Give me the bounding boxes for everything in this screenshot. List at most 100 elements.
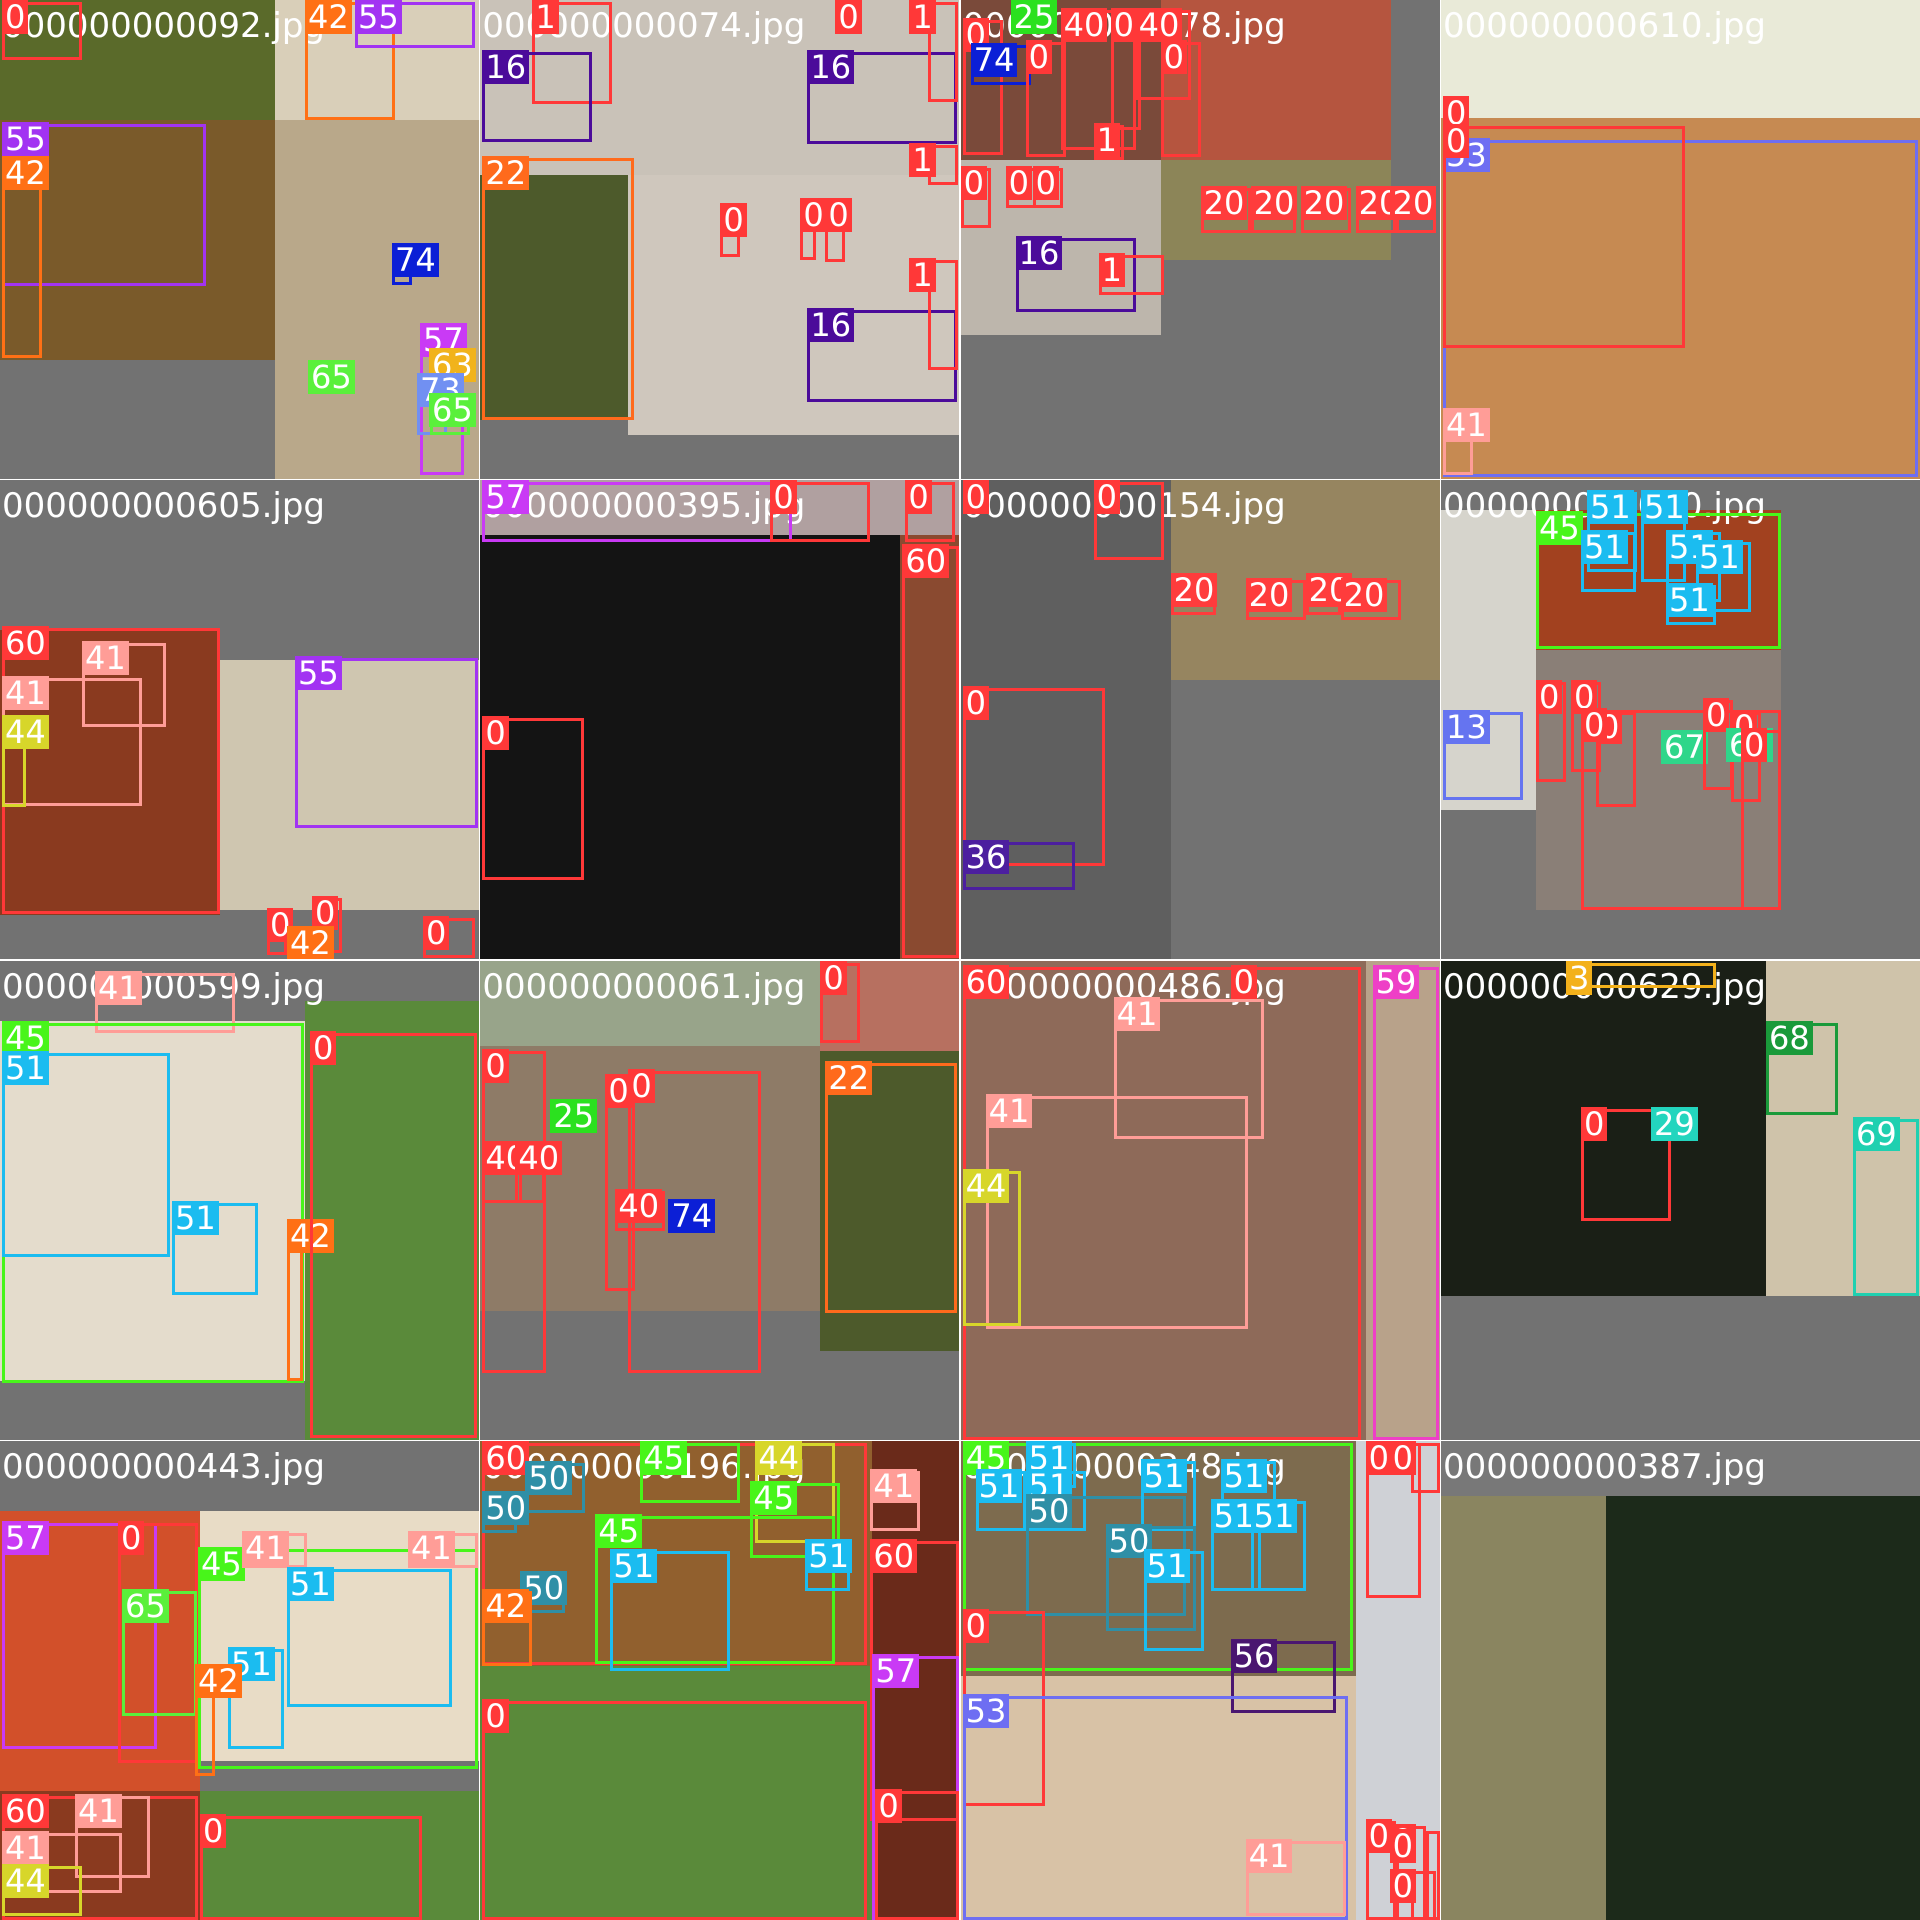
class-label: 0 <box>770 480 797 515</box>
class-label: 65 <box>308 360 355 394</box>
bounding-box <box>198 1548 478 1769</box>
mosaic-tile: 000000000154.jpg 0 0 20 20 20 20 0 36 <box>960 480 1440 960</box>
class-label: 0 <box>720 203 747 237</box>
class-label: 57 <box>2 1520 49 1555</box>
bounding-box <box>1230 1640 1336 1713</box>
class-label: 65 <box>122 1588 169 1623</box>
class-label: 0 <box>962 480 990 515</box>
mosaic-tile: 000000000074.jpg 0 1 16 16 1 22 1 0 0 0 16 1 <box>480 0 960 479</box>
class-label: 51 <box>1586 490 1634 525</box>
photo-region <box>480 960 821 1046</box>
tile-filename: 000000000610.jpg <box>1442 6 1766 46</box>
class-label: 44 <box>755 1440 803 1475</box>
class-label: 20 <box>1300 186 1348 220</box>
bounding-box <box>287 1568 452 1707</box>
class-label: 0 <box>1702 698 1730 733</box>
class-label: 1 <box>532 0 559 34</box>
mosaic-tile: 000000000196.jpg604544505045455042515141… <box>480 1440 960 1920</box>
mosaic-tile: 000000000061.jpg 0 25 0 0 40 40 40 74 0 22 <box>480 960 960 1440</box>
class-label: 0 <box>118 1520 145 1555</box>
class-label: 0 <box>1580 1106 1608 1141</box>
class-label: 45 <box>2 1020 49 1055</box>
photo-region <box>480 1665 873 1920</box>
class-label: 22 <box>825 1060 873 1095</box>
class-label: 20 <box>1245 578 1293 613</box>
class-label: 51 <box>1580 530 1628 565</box>
class-label: 0 <box>1580 708 1608 743</box>
class-label: 51 <box>172 1200 219 1235</box>
class-label: 0 <box>1032 166 1060 200</box>
class-label: 0 <box>1005 166 1033 200</box>
class-label: 55 <box>355 0 402 34</box>
class-label: 41 <box>870 1468 918 1503</box>
class-label: 65 <box>429 393 476 427</box>
class-label: 51 <box>975 1468 1023 1503</box>
bounding-box <box>610 1550 731 1671</box>
bounding-box <box>1580 1108 1671 1221</box>
mosaic-tile: 000000000605.jpg 60 41 41 44 55 0 0 42 0 <box>0 480 479 960</box>
class-label: 60 <box>2 1793 49 1828</box>
class-label: 51 <box>1250 1498 1298 1533</box>
class-label: 51 <box>1140 1458 1188 1493</box>
class-label: 74 <box>668 1198 716 1233</box>
bounding-box <box>310 1032 477 1438</box>
class-label: 0 <box>825 198 852 232</box>
class-label: 1 <box>909 258 936 292</box>
class-label: 41 <box>408 1530 455 1565</box>
class-label: 1 <box>909 0 936 34</box>
photo-region <box>0 1020 305 1381</box>
bounding-box <box>928 260 959 370</box>
class-label: 50 <box>1025 1493 1073 1528</box>
class-label: 16 <box>807 308 855 342</box>
photo-region <box>200 1790 479 1920</box>
class-label: 25 <box>1010 0 1058 34</box>
class-label: 51 <box>805 1538 853 1573</box>
mosaic-tile: 000000000486.jpg 60 41 41 44 59 0 <box>960 960 1440 1440</box>
class-label: 0 <box>1535 680 1563 715</box>
class-label: 45 <box>750 1480 798 1515</box>
bounding-box <box>1015 238 1136 312</box>
class-label: 51 <box>1143 1548 1191 1583</box>
class-label: 51 <box>1640 490 1688 525</box>
class-label: 41 <box>95 970 142 1005</box>
class-label: 51 <box>1220 1458 1268 1493</box>
class-label: 40 <box>1135 8 1183 42</box>
class-label: 55 <box>2 122 49 156</box>
class-label: 36 <box>962 840 1010 875</box>
bounding-box <box>1372 966 1439 1440</box>
bounding-box <box>962 1442 1353 1671</box>
tile-filename: 000000000092.jpg <box>2 6 325 46</box>
bounding-box <box>875 1790 960 1920</box>
class-label: 42 <box>2 156 49 190</box>
class-label: 51 <box>1695 540 1743 575</box>
class-label: 0 <box>800 198 827 232</box>
photo-region <box>480 480 960 536</box>
bounding-box <box>482 718 585 881</box>
photo-region <box>1440 0 1920 118</box>
class-label: 1 <box>909 143 936 177</box>
class-label: 50 <box>482 1490 530 1525</box>
class-label: 41 <box>75 1793 122 1828</box>
class-label: 42 <box>482 1588 530 1623</box>
class-label: 60 <box>2 626 49 661</box>
class-label: 74 <box>970 43 1018 77</box>
photo-region <box>900 535 960 960</box>
tile-filename: 000000000605.jpg <box>2 486 325 527</box>
bounding-box <box>1442 126 1685 348</box>
class-label: 0 <box>1110 8 1138 42</box>
class-label: 50 <box>525 1460 573 1495</box>
class-label: 41 <box>985 1093 1033 1128</box>
class-label: 13 <box>1442 710 1490 745</box>
bounding-box <box>985 1095 1248 1329</box>
class-label: 0 <box>835 0 862 34</box>
mosaic-tile: 000000000395.jpg 57 0 0 60 0 <box>480 480 960 960</box>
class-label: 16 <box>807 50 855 84</box>
class-label: 1 <box>1093 123 1121 157</box>
mosaic-tile: 000000000092.jpg 0 42 55 55 42 74 65 57 63 73 65 <box>0 0 479 479</box>
class-label: 16 <box>1015 236 1063 270</box>
class-label: 57 <box>482 480 530 515</box>
mosaic-tile: 000000000629.jpg 3 68 0 29 69 <box>1440 960 1920 1440</box>
bounding-box <box>482 158 635 420</box>
photo-region <box>960 1675 1356 1920</box>
